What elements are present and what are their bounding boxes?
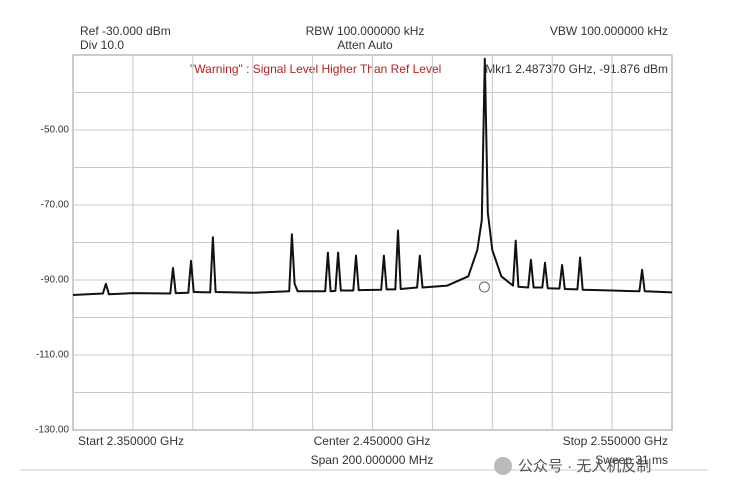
y-tick-label: -130.00 xyxy=(35,425,69,436)
start-label: Start 2.350000 GHz xyxy=(78,434,184,448)
center-label: Center 2.450000 GHz xyxy=(314,434,431,448)
trace xyxy=(72,57,673,296)
y-tick-label: -110.00 xyxy=(36,350,70,361)
ref-label: Ref -30.000 dBm xyxy=(80,24,171,38)
y-tick-label: -70.00 xyxy=(41,200,70,211)
vbw-label: VBW 100.000000 kHz xyxy=(550,24,668,38)
span-label: Span 200.000000 MHz xyxy=(311,453,434,467)
stop-label: Stop 2.550000 GHz xyxy=(563,434,668,448)
rbw-label: RBW 100.000000 kHz xyxy=(306,24,425,38)
warning: "Warning" : Signal Level Higher Than Ref… xyxy=(190,62,441,76)
watermark-icon xyxy=(494,457,512,475)
watermark: 公众号 · 无人机反制 xyxy=(518,458,651,475)
marker xyxy=(478,281,490,293)
marker-label: Mkr1 2.487370 GHz, -91.876 dBm xyxy=(485,62,668,76)
sweep-label: Sweep 31 ms xyxy=(595,453,668,467)
y-tick-label: -90.00 xyxy=(41,275,70,286)
atten-label: Atten Auto xyxy=(337,38,393,52)
y-tick-label: -50.00 xyxy=(41,125,70,136)
div-label: Div 10.0 xyxy=(80,38,124,52)
